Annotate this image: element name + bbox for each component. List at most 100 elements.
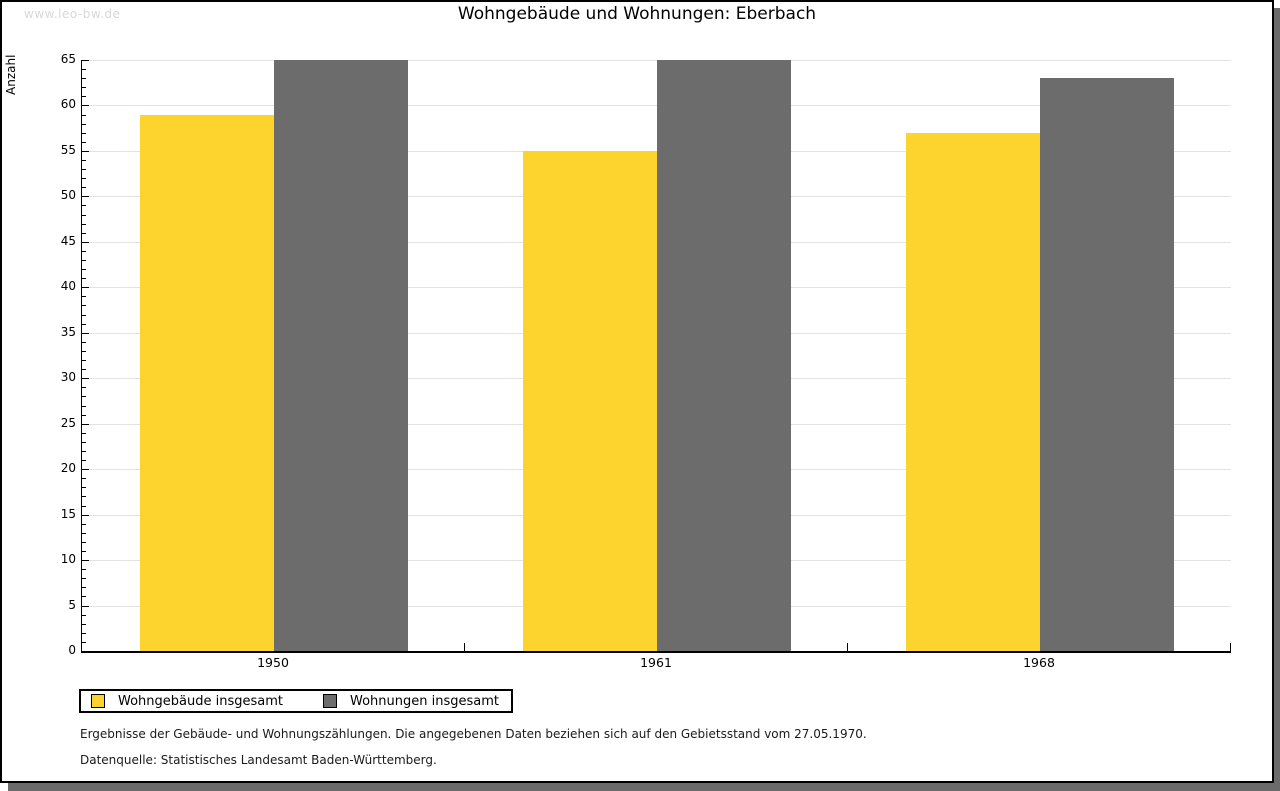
y-minor-tick [82,160,86,161]
y-major-tick [82,105,89,106]
y-minor-tick [82,578,86,579]
y-minor-tick [82,633,86,634]
y-minor-tick [82,324,86,325]
bar-wohnungen-1961 [657,60,791,651]
y-minor-tick [82,224,86,225]
y-minor-tick [82,260,86,261]
bar-wohnungen-1950 [274,60,408,651]
y-minor-tick [82,305,86,306]
y-major-tick [82,242,89,243]
y-minor-tick [82,624,86,625]
x-boundary-tick [1230,643,1231,651]
y-minor-tick [82,451,86,452]
y-minor-tick [82,87,86,88]
y-major-tick [82,287,89,288]
y-minor-tick [82,187,86,188]
y-tick-label: 60 [60,97,76,111]
y-minor-tick [82,487,86,488]
y-minor-tick [82,587,86,588]
y-minor-tick [82,569,86,570]
y-minor-tick [82,406,86,407]
y-minor-tick [82,69,86,70]
y-tick-label: 40 [60,279,76,293]
bar-wohngebaeude-1968 [906,133,1040,651]
x-tick-label: 1968 [1023,655,1055,670]
y-minor-tick [82,315,86,316]
y-tick-label: 35 [60,325,76,339]
y-minor-tick [82,205,86,206]
y-minor-tick [82,506,86,507]
y-major-tick [82,333,89,334]
legend-swatch-icon [323,694,337,708]
y-minor-tick [82,415,86,416]
y-minor-tick [82,369,86,370]
y-minor-tick [82,133,86,134]
y-minor-tick [82,169,86,170]
x-boundary-tick [847,643,848,651]
y-minor-tick [82,215,86,216]
y-minor-tick [82,78,86,79]
y-minor-tick [82,360,86,361]
y-tick-label: 65 [60,52,76,66]
y-tick-label: 20 [60,461,76,475]
y-major-tick [82,151,89,152]
y-major-tick [82,606,89,607]
y-minor-tick [82,342,86,343]
y-minor-tick [82,124,86,125]
y-minor-tick [82,542,86,543]
legend-label: Wohnungen insgesamt [350,693,499,709]
y-minor-tick [82,642,86,643]
legend-label: Wohngebäude insgesamt [118,693,283,709]
y-minor-tick [82,496,86,497]
y-major-tick [82,196,89,197]
x-tick-label: 1961 [640,655,672,670]
y-tick-label: 30 [60,370,76,384]
y-minor-tick [82,351,86,352]
y-major-tick [82,560,89,561]
legend: Wohngebäude insgesamt Wohnungen insgesamt [79,689,513,713]
y-minor-tick [82,615,86,616]
plot-area [81,60,1231,653]
y-minor-tick [82,178,86,179]
legend-item: Wohnungen insgesamt [323,694,499,709]
x-boundary-tick [464,643,465,651]
y-minor-tick [82,433,86,434]
y-minor-tick [82,524,86,525]
y-tick-label: 15 [60,507,76,521]
y-minor-tick [82,269,86,270]
footnote-line-2: Datenquelle: Statistisches Landesamt Bad… [80,753,437,767]
y-major-tick [82,469,89,470]
y-tick-label: 50 [60,188,76,202]
y-minor-tick [82,551,86,552]
bar-wohnungen-1968 [1040,78,1174,651]
bar-wohngebaeude-1961 [523,151,657,651]
y-minor-tick [82,96,86,97]
y-tick-label: 0 [68,643,76,657]
y-tick-label: 25 [60,416,76,430]
y-major-tick [82,60,89,61]
y-axis-title: Anzahl [4,54,18,96]
y-minor-tick [82,442,86,443]
x-tick-label: 1950 [257,655,289,670]
legend-item: Wohngebäude insgesamt [91,694,283,709]
y-major-tick [82,515,89,516]
y-major-tick [82,378,89,379]
y-minor-tick [82,396,86,397]
chart-title: Wohngebäude und Wohnungen: Eberbach [457,4,817,24]
y-minor-tick [82,251,86,252]
y-minor-tick [82,478,86,479]
y-tick-label: 10 [60,552,76,566]
y-minor-tick [82,278,86,279]
y-minor-tick [82,142,86,143]
y-minor-tick [82,387,86,388]
footnote-line-1: Ergebnisse der Gebäude- und Wohnungszähl… [80,727,867,741]
y-minor-tick [82,296,86,297]
y-major-tick [82,424,89,425]
y-minor-tick [82,233,86,234]
y-tick-label: 5 [68,598,76,612]
y-tick-label: 55 [60,143,76,157]
y-minor-tick [82,596,86,597]
legend-swatch-icon [91,694,105,708]
watermark-text: www.leo-bw.de [24,7,121,21]
